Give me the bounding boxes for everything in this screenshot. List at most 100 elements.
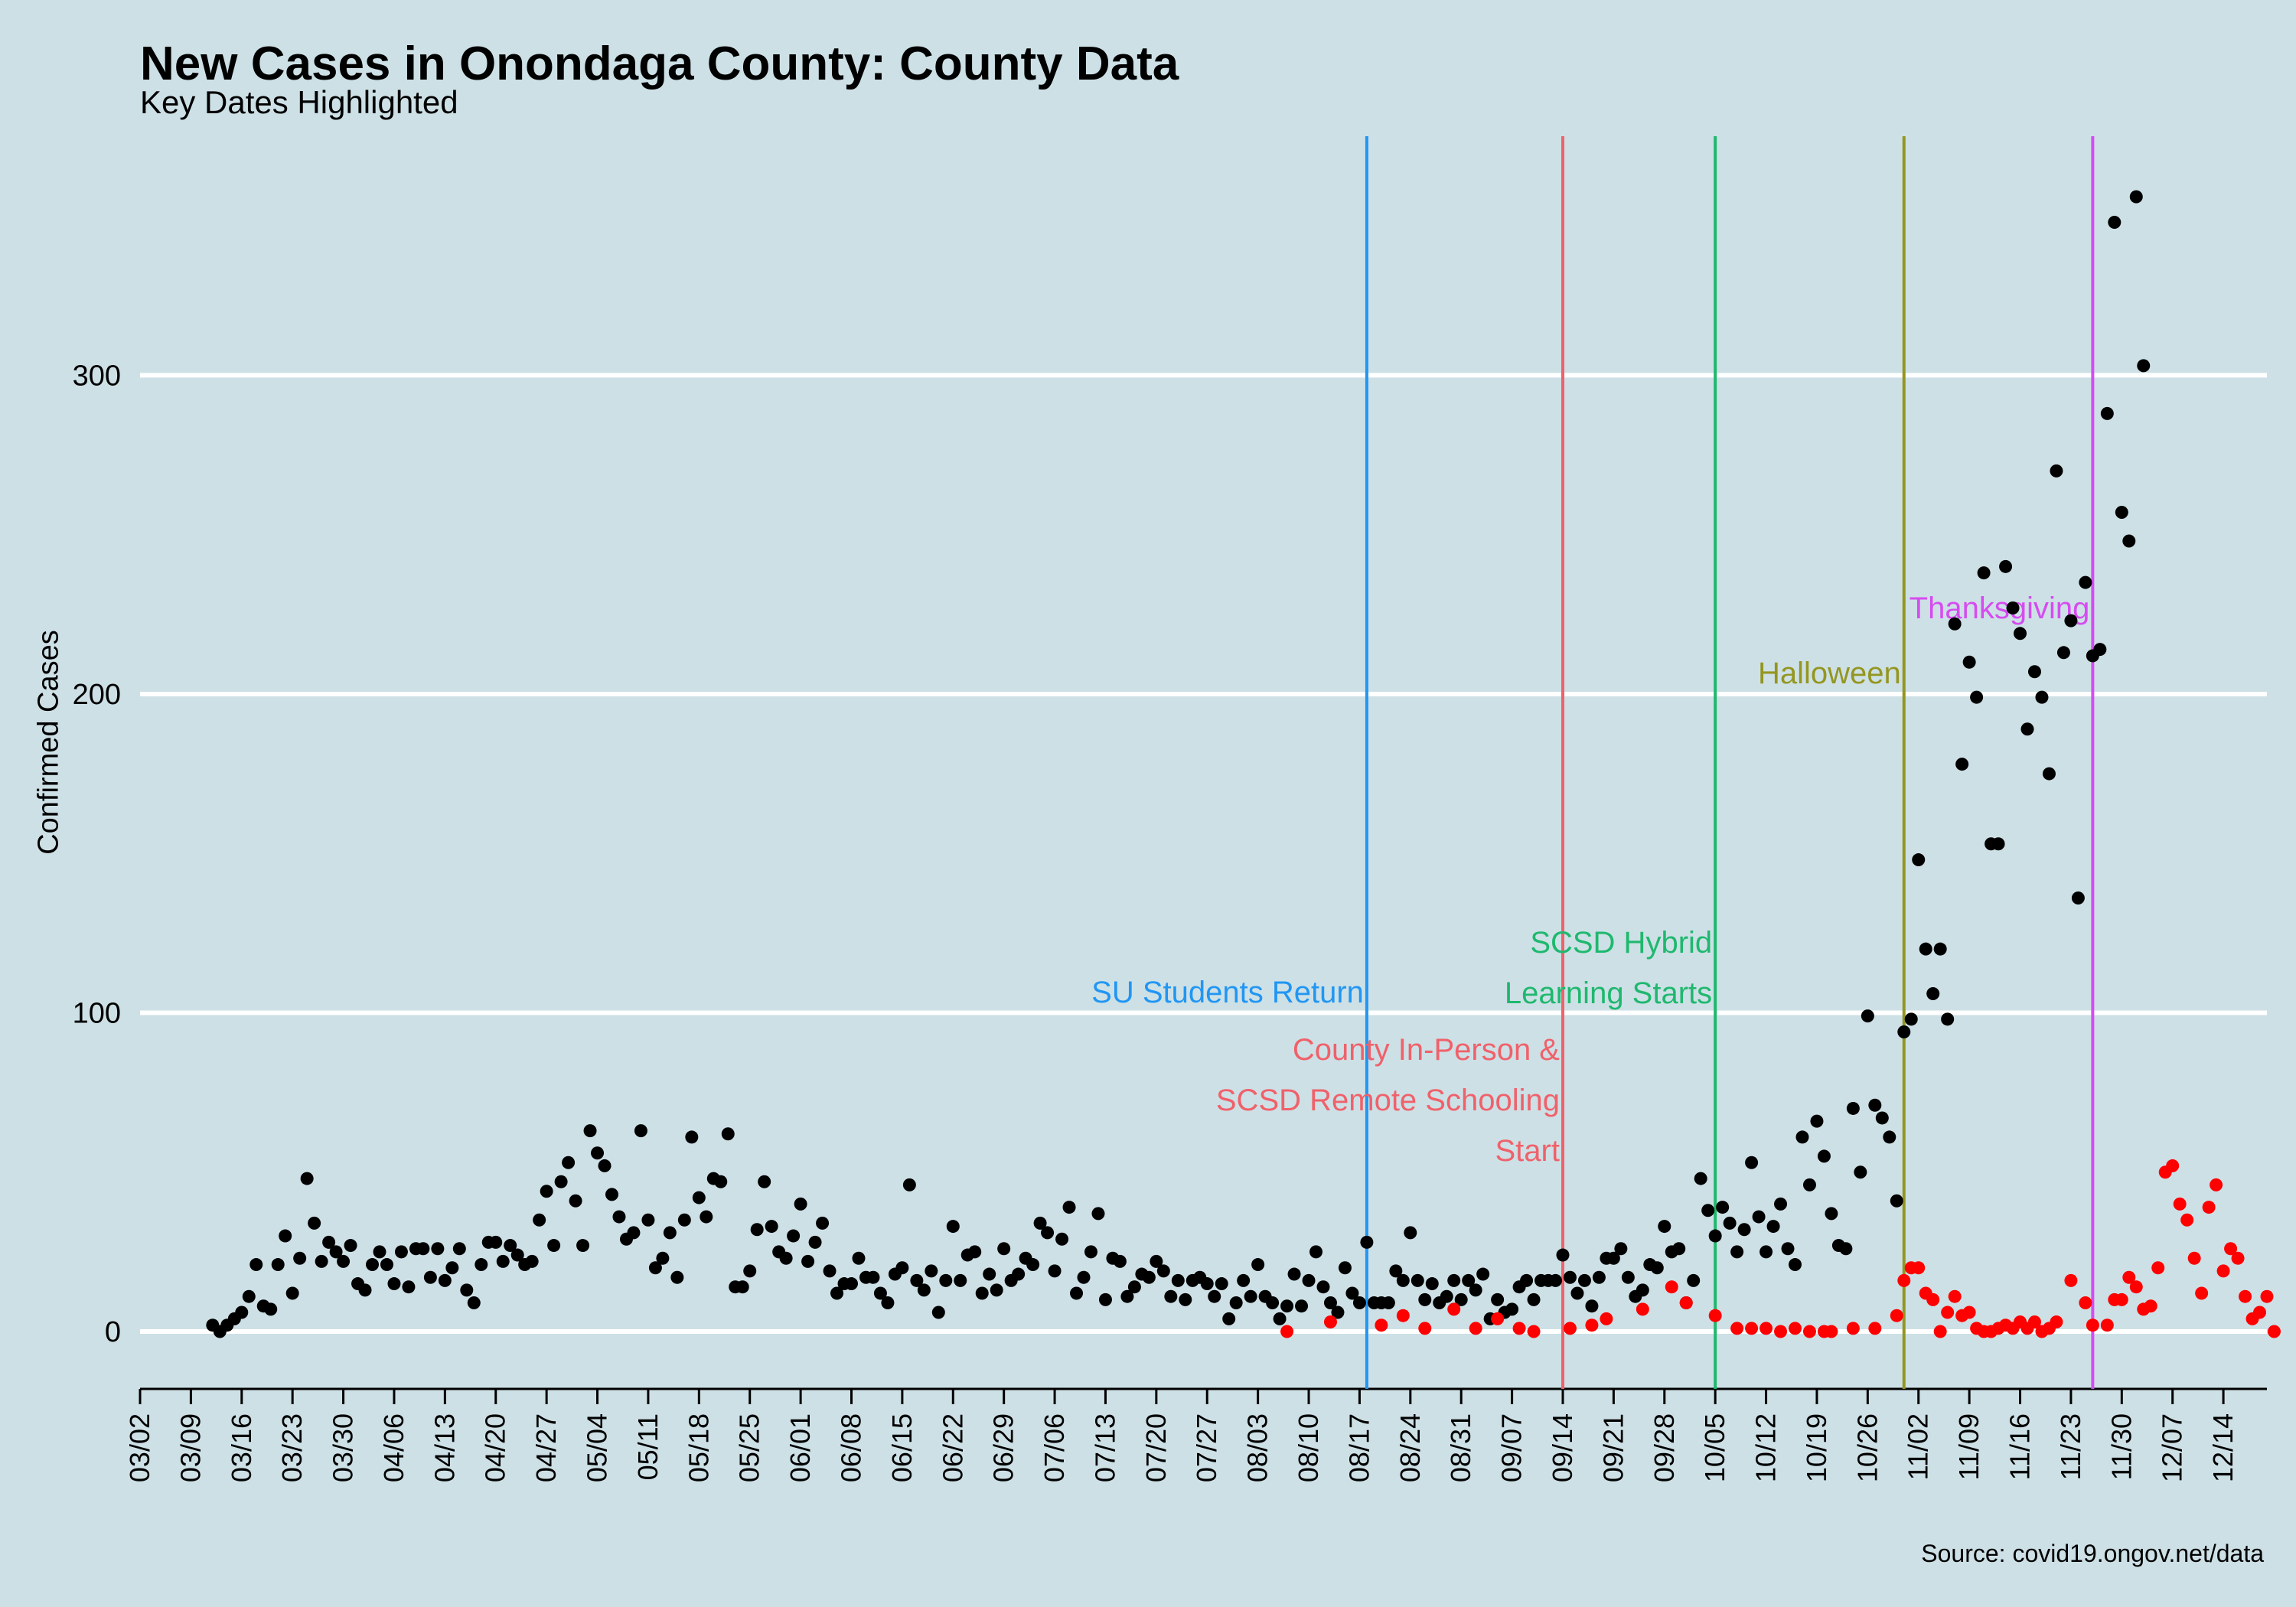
data-point (1091, 1207, 1105, 1221)
data-point (1585, 1319, 1599, 1332)
data-point (2050, 1315, 2063, 1329)
data-point (1345, 1286, 1359, 1300)
data-point (1570, 1286, 1584, 1300)
data-point (685, 1130, 699, 1144)
x-tick-label: 06/08 (835, 1413, 866, 1482)
data-point (1897, 1025, 1911, 1038)
x-tick-label: 07/13 (1089, 1413, 1120, 1482)
data-point (2042, 767, 2056, 781)
y-axis: 0 100 200 300 (73, 360, 121, 1348)
data-point (562, 1156, 576, 1169)
data-point (387, 1277, 401, 1291)
x-tick-label: 10/05 (1699, 1413, 1730, 1482)
data-point (271, 1258, 285, 1272)
data-point (1447, 1302, 1461, 1316)
data-point (1280, 1325, 1294, 1338)
data-point (1026, 1258, 1040, 1272)
data-point (2014, 627, 2027, 641)
data-point (939, 1273, 953, 1287)
x-tick-label: 03/09 (174, 1413, 206, 1482)
data-point (2035, 690, 2049, 704)
data-point (1491, 1292, 1505, 1306)
data-point (1788, 1322, 1802, 1335)
key-date-label: SU Students Return (1091, 976, 1364, 1009)
data-point (554, 1175, 568, 1188)
data-point (1926, 986, 1940, 1000)
data-point (1941, 1305, 1955, 1319)
data-point (285, 1286, 299, 1300)
x-tick-label: 07/27 (1191, 1413, 1222, 1482)
data-point (902, 1178, 916, 1191)
data-point (576, 1239, 590, 1253)
data-point (1454, 1292, 1468, 1306)
data-point (1338, 1261, 1352, 1275)
data-point (844, 1277, 858, 1291)
data-point (525, 1254, 539, 1268)
data-point (1897, 1273, 1911, 1287)
data-point (997, 1242, 1011, 1256)
data-point (1084, 1245, 1097, 1259)
data-point (816, 1216, 830, 1230)
data-point (344, 1239, 357, 1253)
data-point (1948, 617, 1962, 631)
data-point (2115, 506, 2128, 520)
data-point (700, 1210, 713, 1224)
data-point (721, 1127, 735, 1141)
gridlines (140, 373, 2267, 1335)
data-point (1941, 1012, 1955, 1026)
data-point (1316, 1280, 1330, 1294)
data-point (1977, 566, 1991, 580)
data-point (1745, 1156, 1759, 1169)
key-date-label: Halloween (1758, 657, 1901, 690)
data-point (1810, 1114, 1824, 1128)
data-point (946, 1220, 960, 1234)
data-point (1904, 1012, 1918, 1026)
x-tick-label: 05/11 (632, 1413, 664, 1480)
x-tick-label: 07/20 (1140, 1413, 1172, 1482)
data-point (750, 1223, 764, 1237)
data-point (279, 1229, 292, 1243)
data-point (1302, 1273, 1316, 1287)
source-note: Source: covid19.ongov.net/data (1921, 1540, 2264, 1567)
data-point (1825, 1325, 1838, 1338)
data-point (1854, 1165, 1867, 1179)
x-tick-label: 04/27 (530, 1413, 562, 1482)
data-point (1171, 1273, 1185, 1287)
data-point (830, 1286, 844, 1300)
data-point (1723, 1216, 1737, 1230)
data-point (2173, 1197, 2187, 1211)
data-point (779, 1251, 793, 1265)
data-point (475, 1258, 488, 1272)
x-tick-label: 11/09 (1953, 1413, 1985, 1480)
key-date-label: Learning Starts (1505, 976, 1712, 1010)
data-point (1396, 1273, 1410, 1287)
data-point (1760, 1322, 1773, 1335)
x-tick-label: 11/16 (2004, 1413, 2036, 1480)
data-point (1999, 559, 2013, 573)
data-point (1418, 1292, 1432, 1306)
data-point (1839, 1242, 1853, 1256)
data-point (1215, 1277, 1228, 1291)
data-point (1636, 1302, 1649, 1316)
data-point (1150, 1254, 1163, 1268)
data-point (1919, 942, 1932, 956)
data-point (1730, 1322, 1744, 1335)
data-point (1295, 1299, 1309, 1313)
data-point (380, 1258, 393, 1272)
data-point (1781, 1242, 1795, 1256)
data-point (866, 1270, 880, 1284)
data-point (1760, 1245, 1773, 1259)
data-point (1505, 1302, 1519, 1316)
data-point (1774, 1325, 1788, 1338)
data-point (1237, 1273, 1251, 1287)
data-point (2100, 406, 2114, 420)
data-point (315, 1254, 328, 1268)
data-point (1549, 1273, 1563, 1287)
data-point (308, 1216, 321, 1230)
data-point (1788, 1258, 1802, 1272)
data-point (2231, 1251, 2245, 1265)
data-point (983, 1267, 996, 1281)
data-point (1585, 1299, 1599, 1313)
data-point (1658, 1220, 1671, 1234)
